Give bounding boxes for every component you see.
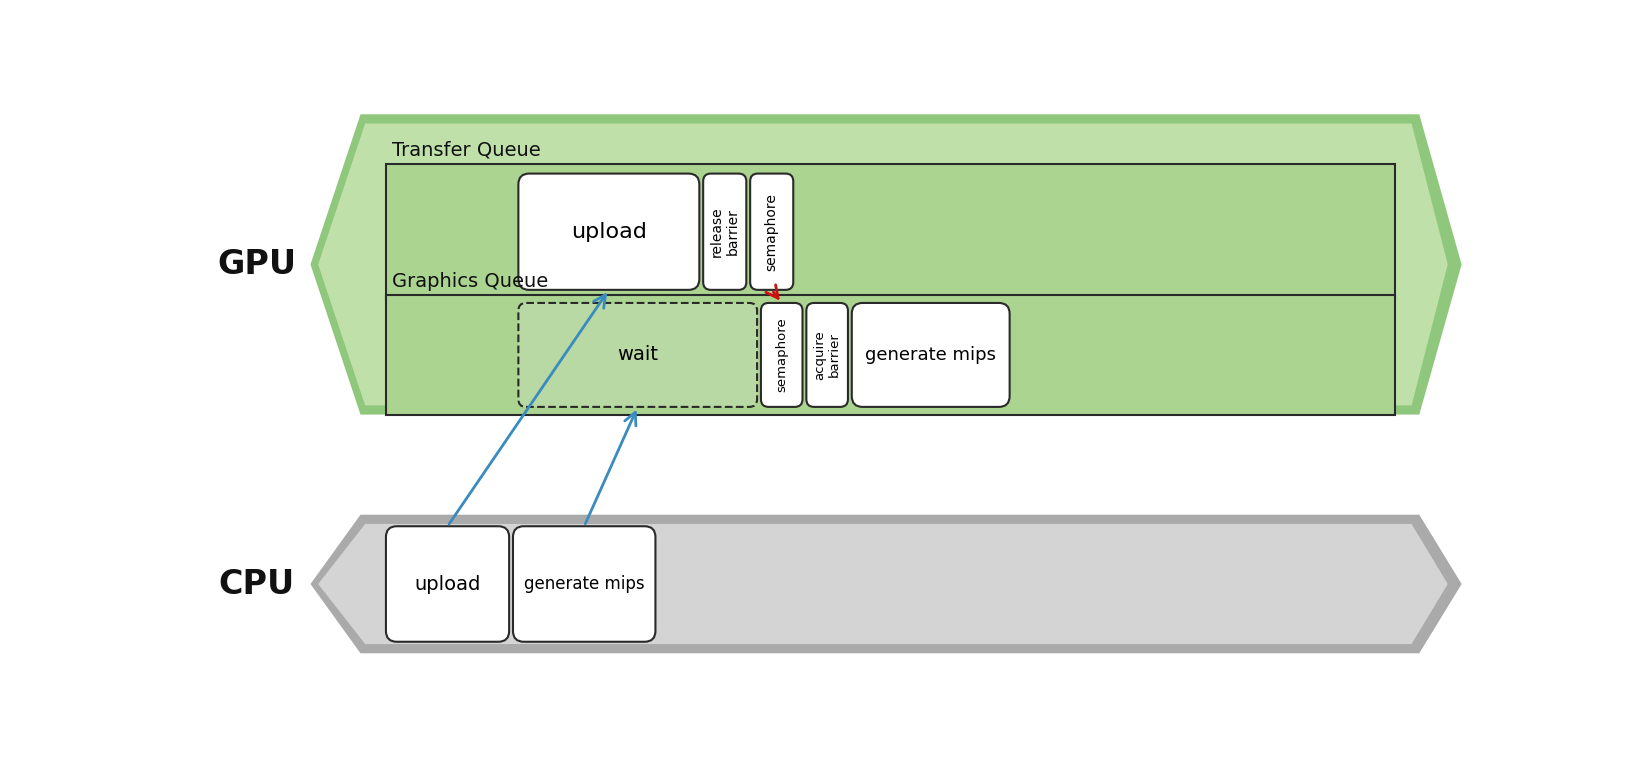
Bar <box>386 295 1394 415</box>
Text: semaphore: semaphore <box>776 318 789 392</box>
Text: GPU: GPU <box>218 248 295 281</box>
Text: upload: upload <box>414 575 480 594</box>
Text: wait: wait <box>617 346 658 365</box>
Text: Transfer Queue: Transfer Queue <box>393 141 541 160</box>
FancyBboxPatch shape <box>751 173 794 290</box>
Text: semaphore: semaphore <box>764 193 779 271</box>
Text: Graphics Queue: Graphics Queue <box>393 271 548 290</box>
Text: upload: upload <box>571 222 647 242</box>
FancyBboxPatch shape <box>513 526 655 641</box>
FancyBboxPatch shape <box>703 173 746 290</box>
Polygon shape <box>318 524 1447 644</box>
FancyBboxPatch shape <box>386 526 510 641</box>
Text: acquire
barrier: acquire barrier <box>813 330 842 380</box>
FancyBboxPatch shape <box>518 173 700 290</box>
Text: release
barrier: release barrier <box>710 207 739 257</box>
Text: CPU: CPU <box>218 568 295 600</box>
Text: generate mips: generate mips <box>525 575 645 593</box>
Polygon shape <box>310 515 1462 654</box>
FancyBboxPatch shape <box>761 303 802 407</box>
FancyBboxPatch shape <box>518 303 757 407</box>
Text: generate mips: generate mips <box>865 346 997 364</box>
FancyBboxPatch shape <box>807 303 848 407</box>
FancyBboxPatch shape <box>851 303 1010 407</box>
Polygon shape <box>318 124 1447 405</box>
Bar <box>386 164 1394 299</box>
Polygon shape <box>310 114 1462 415</box>
